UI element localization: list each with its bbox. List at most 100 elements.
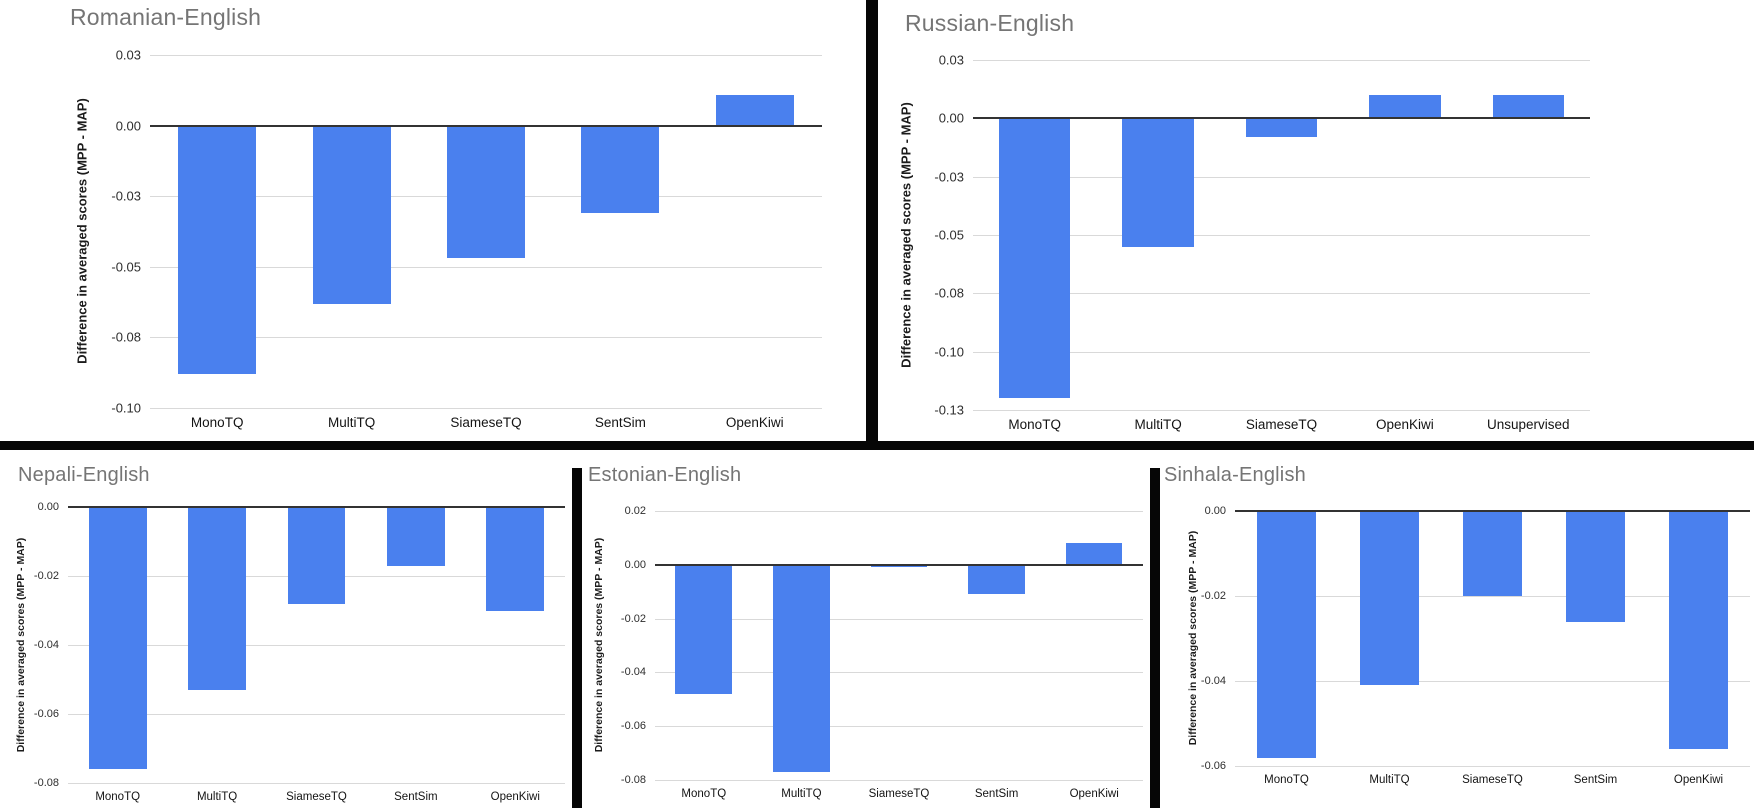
x-category-label: SiameseTQ	[1462, 774, 1523, 786]
y-tick-label: -0.02	[1200, 590, 1226, 602]
bar-siamesetq	[870, 564, 928, 568]
plot-area: 0.00 -0.02 -0.04 -0.06 MonoTQ MultiTQ SiameseT…	[1201, 505, 1750, 786]
plot-area: 0.02 0.00 -0.02 -0.04 -0.06 -0.08 MonoTQ MultiT…	[621, 505, 1143, 800]
x-category-label: OpenKiwi	[725, 415, 784, 430]
divider-bottom-right-vertical	[1150, 468, 1160, 808]
bar-siamesetq	[287, 507, 346, 604]
y-tick-label: -0.08	[620, 774, 646, 786]
bar-sentsim	[1565, 511, 1626, 622]
bar-monotq	[178, 125, 257, 375]
x-category-label: SiameseTQ	[1245, 417, 1318, 432]
y-tick-label: 0.00	[115, 118, 141, 134]
bar-siamesetq	[447, 125, 525, 259]
bar-multitq	[312, 125, 391, 304]
y-tick-label: -0.04	[1200, 675, 1226, 687]
bar-sentsim	[387, 507, 445, 566]
y-axis-title: Difference in averaged scores (MPP - MAP…	[593, 537, 605, 753]
y-tick-label: -0.06	[1200, 760, 1226, 772]
gridline	[655, 511, 1143, 512]
bar-openkiwi	[1369, 95, 1441, 119]
x-category-label: OpenKiwi	[1375, 417, 1434, 432]
x-category-label: SentSim	[394, 791, 438, 803]
gridline	[655, 726, 1143, 728]
y-tick-label: -0.10	[111, 400, 141, 416]
chart-title-romanian-english: Romanian-English	[70, 4, 262, 30]
bar-openkiwi	[1065, 543, 1123, 565]
x-category-label: MultiTQ	[1134, 417, 1182, 432]
chart-panel-sinhala-english: Sinhala-English Difference in averaged s…	[1162, 450, 1754, 808]
y-tick-label: 0.03	[115, 47, 141, 63]
x-category-label: SentSim	[1573, 774, 1618, 786]
divider-top-vertical	[866, 0, 878, 448]
chart-panel-russian-english: Russian-English Difference in averaged s…	[878, 0, 1754, 437]
y-tick-label: -0.02	[33, 570, 59, 582]
bar-siamesetq	[1462, 511, 1523, 596]
y-tick-label: -0.05	[111, 259, 141, 275]
y-tick-label: 0.00	[938, 110, 964, 126]
plot-area: 0.03 0.00 -0.03 -0.05 -0.08 -0.10 -0.13 MonoTQ M…	[934, 53, 1590, 432]
y-tick-label: -0.06	[33, 708, 59, 720]
x-category-label: MultiTQ	[1369, 774, 1410, 786]
y-tick-label: -0.08	[33, 777, 59, 789]
chart-panel-romanian-english: Romanian-English Difference in averaged …	[0, 0, 866, 437]
x-category-label: MultiTQ	[196, 791, 238, 803]
y-tick-label: 0.00	[624, 558, 646, 571]
x-category-label: MonoTQ	[95, 791, 141, 803]
chart-title-nepali-english: Nepali-English	[18, 464, 150, 486]
y-tick-label: -0.04	[33, 639, 59, 651]
bar-openkiwi	[715, 94, 794, 126]
y-axis-title: Difference in averaged scores (MPP - MAP…	[15, 537, 27, 753]
chart-panel-estonian-english: Estonian-English Difference in averaged …	[582, 450, 1150, 808]
plot-area: 0.03 0.00 -0.03 -0.05 -0.08 -0.10 MonoTQ MultiT…	[111, 48, 822, 430]
x-category-label: MonoTQ	[681, 788, 727, 800]
x-category-label: MonoTQ	[1008, 417, 1061, 432]
bar-sentsim	[968, 564, 1025, 595]
gridline	[150, 55, 822, 56]
x-category-label: SentSim	[974, 788, 1019, 800]
y-tick-label: -0.05	[934, 227, 964, 243]
plot-area: 0.00 -0.02 -0.04 -0.06 -0.08 MonoTQ MultiTQ Sia…	[34, 501, 565, 803]
y-tick-label: 0.00	[37, 501, 59, 513]
bar-sentsim	[581, 125, 660, 214]
x-category-label: Unsupervised	[1487, 417, 1570, 432]
y-tick-label: -0.08	[934, 285, 964, 301]
y-tick-label: -0.08	[111, 329, 141, 345]
bar-monotq	[88, 507, 147, 770]
x-category-label: MultiTQ	[781, 788, 822, 800]
bar-multitq	[1359, 511, 1420, 686]
x-category-label: OpenKiwi	[490, 791, 540, 803]
bar-unsupervised	[1492, 95, 1565, 119]
gridline	[973, 60, 1590, 61]
y-tick-label: 0.02	[624, 505, 646, 517]
bar-multitq	[773, 564, 830, 772]
y-tick-label: -0.03	[111, 188, 141, 204]
bar-multitq	[1122, 118, 1194, 247]
chart-title-russian-english: Russian-English	[905, 10, 1075, 36]
chart-panel-nepali-english: Nepali-English Difference in averaged sc…	[0, 450, 572, 808]
x-category-label: MonoTQ	[1264, 774, 1309, 786]
y-axis-title: Difference in averaged scores (MPP - MAP…	[1187, 530, 1199, 746]
y-tick-label: 0.00	[1204, 505, 1226, 517]
x-category-label: MultiTQ	[327, 415, 376, 430]
y-tick-label: -0.02	[620, 612, 646, 625]
x-category-label: SentSim	[594, 415, 646, 430]
bar-monotq	[998, 118, 1071, 399]
y-axis-title: Difference in averaged scores (MPP - MAP…	[74, 98, 90, 364]
chart-title-sinhala-english: Sinhala-English	[1164, 464, 1306, 486]
y-tick-label: -0.03	[934, 169, 964, 185]
y-tick-label: 0.03	[938, 52, 964, 68]
y-axis-title: Difference in averaged scores (MPP - MAP…	[898, 102, 914, 368]
y-tick-label: -0.04	[620, 666, 646, 679]
x-category-label: SiameseTQ	[286, 791, 347, 803]
y-tick-label: -0.06	[620, 720, 646, 733]
x-category-label: OpenKiwi	[1673, 774, 1724, 786]
divider-bottom-left-vertical	[572, 468, 582, 808]
divider-horizontal	[0, 441, 1754, 450]
y-tick-label: -0.13	[934, 402, 964, 418]
x-category-label: OpenKiwi	[1069, 788, 1119, 800]
x-category-label: SiameseTQ	[450, 415, 522, 430]
bar-siamesetq	[1245, 118, 1318, 137]
chart-title-estonian-english: Estonian-English	[588, 464, 742, 486]
bar-multitq	[188, 507, 246, 690]
